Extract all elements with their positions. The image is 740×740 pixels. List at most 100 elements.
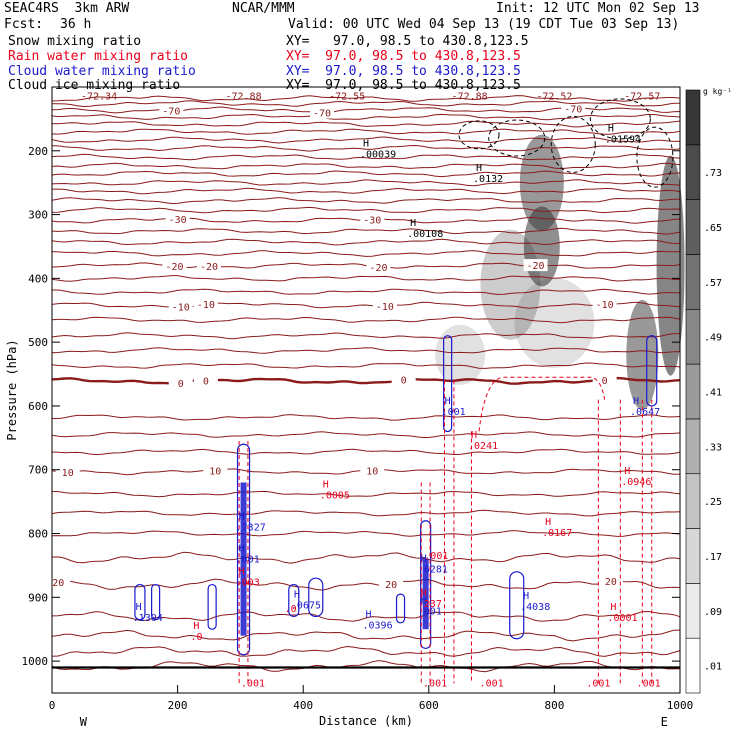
model-title: SEAC4RS 3km ARW xyxy=(4,1,130,16)
isotherm-line-15 xyxy=(51,347,681,354)
high-value-14: .0 xyxy=(190,632,202,643)
colorbar-level-3: .25 xyxy=(704,497,722,508)
isotherm-line-1 xyxy=(51,645,681,657)
cloudwater-core-0 xyxy=(240,482,247,636)
field-cloudice-xy: XY= 97.0, 98.5 to 430.8,123.5 xyxy=(286,78,521,93)
isotherm-label-bg xyxy=(55,466,80,479)
isotherm-line-22 xyxy=(51,250,681,257)
colorbar-level-9: .73 xyxy=(704,168,722,179)
colorbar-segment-7 xyxy=(685,254,701,310)
high-value-11: .0647 xyxy=(630,407,660,418)
isotherm-line-32 xyxy=(51,153,681,161)
field-rain-name: Rain water mixing ratio xyxy=(8,49,189,64)
field-cloudwater-name: Cloud water mixing ratio xyxy=(8,64,196,79)
isotherm-label-bg xyxy=(197,260,221,273)
colorbar-level-8: .65 xyxy=(704,223,722,234)
high-value-13: .0675 xyxy=(291,600,321,611)
top-temp-label-2: -72.55 xyxy=(329,91,365,102)
cloudwater-contour-5 xyxy=(134,583,146,621)
x-axis-label: Distance (km) xyxy=(319,714,413,728)
isotherm-label-bg xyxy=(203,464,228,477)
high-marker-15: H xyxy=(239,566,245,577)
colorbar-segment-2 xyxy=(685,528,701,584)
x-tick-label-2: 400 xyxy=(293,699,313,712)
cloudwater-contour-8 xyxy=(288,583,300,618)
high-value-17: .237 xyxy=(418,599,442,610)
high-value-0: .00039 xyxy=(360,149,396,160)
high-marker-1: H xyxy=(410,218,416,229)
high-value-20: .0946 xyxy=(621,477,651,488)
high-value-9: .001 xyxy=(418,607,442,618)
high-marker-18: H xyxy=(471,430,477,441)
high-value-4: .1304 xyxy=(133,613,163,624)
snow-contour-3 xyxy=(589,98,651,140)
top-temp-label-0: -72.34 xyxy=(81,91,117,102)
field-snow-xy: XY= 97.0, 98.5 to 430.8,123.5 xyxy=(286,34,529,49)
colorbar-level-1: .09 xyxy=(704,607,722,618)
isotherm-label: -20 xyxy=(527,261,545,272)
isotherm-line-38 xyxy=(51,106,681,114)
field-snow-name: Snow mixing ratio xyxy=(8,34,142,49)
isotherm-line-20 xyxy=(51,275,681,282)
isotherm-label-bg xyxy=(598,575,623,588)
high-marker-17: H xyxy=(421,588,427,599)
colorbar-level-2: .17 xyxy=(704,552,722,563)
colorbar-level-7: .57 xyxy=(704,278,722,289)
isotherm-line-31 xyxy=(51,162,681,170)
top-temp-label-3: -72.88 xyxy=(452,91,488,102)
isotherm-line-8 xyxy=(51,490,681,498)
isotherm-label: -70 xyxy=(162,107,180,118)
isotherm-line-26 xyxy=(51,206,681,214)
isotherm-line-27 xyxy=(51,197,680,205)
cloudwater-contour-2 xyxy=(443,335,453,433)
cloudwater-contour-6 xyxy=(151,583,161,621)
high-value-7: .601 xyxy=(236,554,260,565)
high-marker-5: H xyxy=(365,610,371,621)
cloudwater-contour-7 xyxy=(207,583,217,630)
high-marker-19: H xyxy=(545,517,551,528)
isotherm-label: 0 xyxy=(203,376,209,387)
isotherm-label: -20 xyxy=(165,262,183,273)
isotherm-label: -30 xyxy=(363,215,381,226)
colorbar-level-6: .49 xyxy=(704,333,722,344)
isotherm-line-40 xyxy=(51,95,681,102)
rain-label-3: .001 xyxy=(480,679,504,690)
isotherm-line-16 xyxy=(51,332,680,340)
isotherm-label: 20 xyxy=(385,580,397,591)
field-rain-xy: XY= 97.0, 98.5 to 430.8,123.5 xyxy=(286,49,521,64)
isotherm-line-4 xyxy=(51,578,681,591)
isotherm-label: 20 xyxy=(52,578,64,589)
isotherm-line-36 xyxy=(51,120,681,128)
snow-shading-4 xyxy=(626,299,659,410)
y-axis-label: Pressure (hPa) xyxy=(5,339,19,440)
colorbar-segment-4 xyxy=(685,418,701,475)
isotherm-line-28 xyxy=(52,187,681,195)
high-marker-0: H xyxy=(363,138,369,149)
colorbar-segment-0 xyxy=(685,637,701,694)
rain-label-2: .001 xyxy=(423,679,447,690)
high-value-21: .0001 xyxy=(607,613,637,624)
valid-time: Valid: 00 UTC Wed 04 Sep 13 (19 CDT Tue … xyxy=(288,17,680,32)
isotherm-label: -30 xyxy=(169,215,187,226)
isotherm-line-11 xyxy=(51,431,681,438)
colorbar-level-4: .33 xyxy=(704,442,722,453)
isotherm-line-2 xyxy=(51,629,681,642)
isotherm-label: 10 xyxy=(366,467,378,478)
west-label: W xyxy=(80,715,88,729)
isotherm-line-6 xyxy=(51,530,681,537)
isotherm-line-30 xyxy=(51,170,681,178)
colorbar-level-0: .01 xyxy=(704,662,722,673)
x-tick-label-3: 600 xyxy=(419,699,439,712)
high-marker-10: H xyxy=(445,396,451,407)
high-value-16: .0005 xyxy=(320,491,350,502)
high-value-8: .6281 xyxy=(418,565,448,576)
rain-label-6: .0 xyxy=(285,604,297,615)
snow-contour-2 xyxy=(550,115,596,173)
isotherm-line-29 xyxy=(51,179,681,187)
x-tick-label-0: 0 xyxy=(49,699,56,712)
isotherm-label-bg xyxy=(592,298,617,311)
field-cloudice-name: Cloud ice mixing ratio xyxy=(8,78,181,93)
y-tick-label-7: 900 xyxy=(28,591,48,604)
field-cloudwater-xy: XY= 97.0, 98.5 to 430.8,123.5 xyxy=(286,64,521,79)
isotherm-line-19 xyxy=(52,288,681,295)
